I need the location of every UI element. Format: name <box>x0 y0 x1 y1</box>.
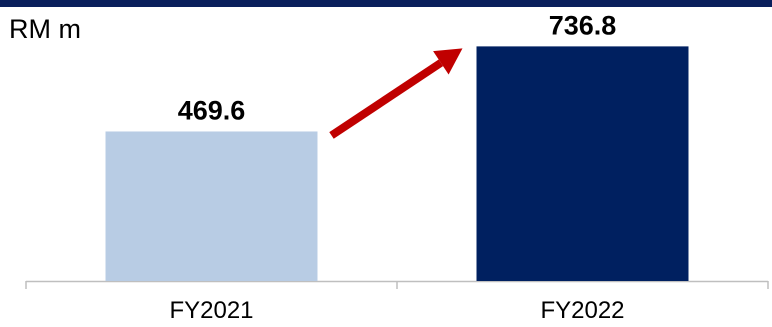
value-label-fy2021: 469.6 <box>178 95 246 125</box>
growth-arrow-shaft <box>329 59 444 139</box>
value-label-fy2022: 736.8 <box>549 10 617 40</box>
growth-arrow-head <box>433 48 463 75</box>
category-label-fy2021: FY2021 <box>169 297 253 324</box>
growth-arrow <box>329 48 463 139</box>
bars <box>105 46 689 282</box>
bar-fy2021 <box>105 131 318 281</box>
x-axis-ticks <box>25 281 769 289</box>
category-label-fy2022: FY2022 <box>540 297 624 324</box>
unit-label: RM m <box>9 14 81 44</box>
value-labels: 469.6 736.8 <box>178 10 617 125</box>
category-labels: FY2021 FY2022 <box>169 297 624 324</box>
top-band <box>0 0 772 7</box>
bar-fy2022 <box>476 46 689 282</box>
